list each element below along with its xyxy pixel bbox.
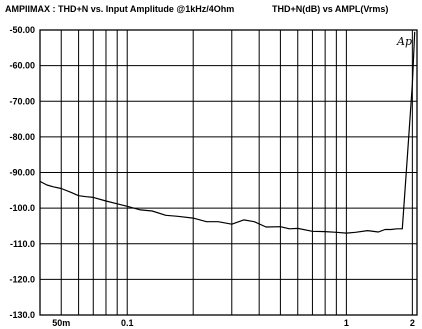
y-tick-label: -90.00 <box>9 168 35 178</box>
x-axis-tick-labels: 50m 0.1 1 2 <box>52 318 415 328</box>
y-tick-label: -100.0 <box>9 203 35 213</box>
x-tick-label: 2 <box>410 318 415 328</box>
y-tick-label: -130.0 <box>9 310 35 320</box>
y-tick-label: -80.00 <box>9 132 35 142</box>
plot-frame <box>39 29 418 316</box>
y-tick-label: -110.0 <box>10 239 35 249</box>
chart-subtitle: THD+N(dB) vs AMPL(Vrms) <box>272 4 388 14</box>
x-tick-label: 1 <box>344 318 349 328</box>
x-tick-label: 50m <box>52 318 70 328</box>
y-tick-label: -50.00 <box>9 25 35 35</box>
y-tick-label: -60.00 <box>9 61 35 71</box>
y-axis-tick-labels: -50.00 -60.00 -70.00 -80.00 -90.00 -100.0 -110… <box>9 25 35 320</box>
thdn-trace-line <box>39 31 416 234</box>
ap-annotation: Ap <box>396 35 412 48</box>
horizontal-grid <box>40 29 417 316</box>
x-tick-label: 0.1 <box>121 318 134 328</box>
chart-title: AMPIIMAX : THD+N vs. Input Amplitude @1k… <box>5 4 234 14</box>
y-tick-label: -120.0 <box>9 274 35 284</box>
y-tick-label: -70.00 <box>9 96 35 106</box>
